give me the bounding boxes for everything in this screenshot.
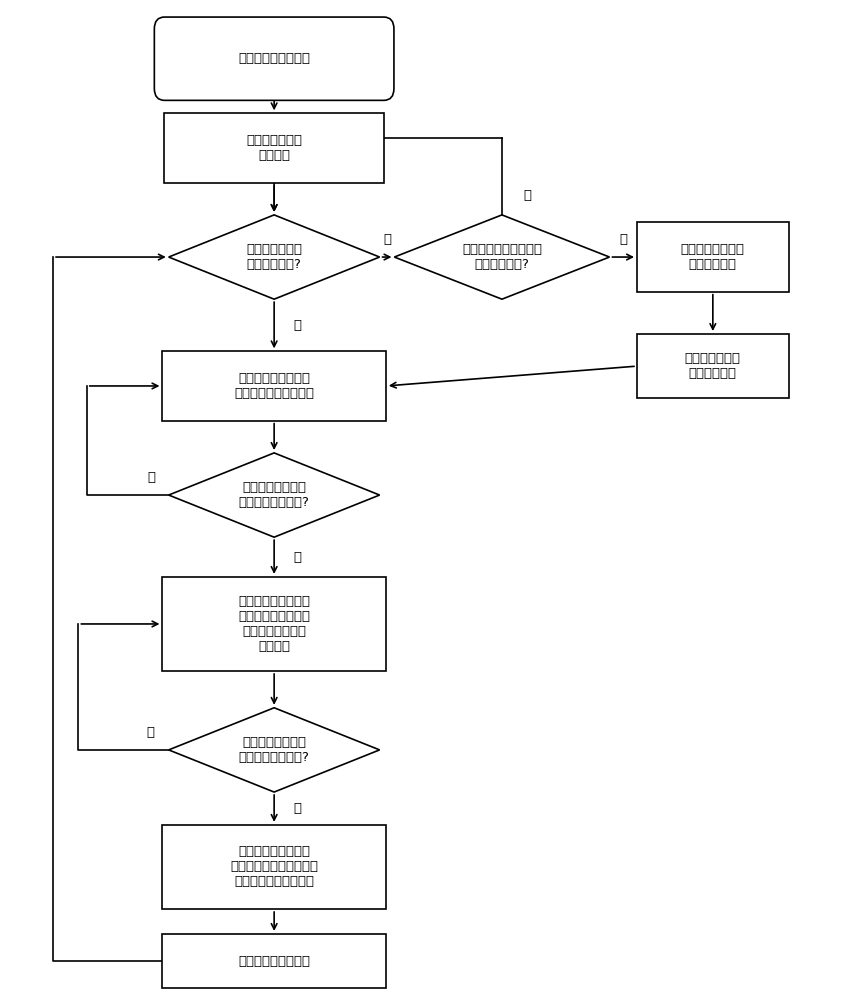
Text: 完成隧道段电机车
自动运输工作: 完成隧道段电机车 自动运输工作 (681, 243, 745, 271)
Polygon shape (169, 215, 380, 299)
Bar (164, 113, 383, 183)
Text: 推进系统油缸行程
是否达到最大限值?: 推进系统油缸行程 是否达到最大限值? (239, 736, 309, 764)
Text: 隧道段电机车自动运输
是否运输到位?: 隧道段电机车自动运输 是否运输到位? (462, 243, 542, 271)
Bar (637, 222, 789, 292)
Text: 否: 否 (383, 233, 391, 246)
Text: 推进系统油缸行程
满足推拼同步要求?: 推进系统油缸行程 满足推拼同步要求? (239, 481, 309, 509)
Polygon shape (169, 708, 380, 792)
Text: 切削排渣智控系统和
盾构推进智控系统运行: 切削排渣智控系统和 盾构推进智控系统运行 (234, 372, 314, 400)
Text: 否: 否 (147, 471, 156, 484)
Text: 是: 是 (294, 802, 302, 815)
Text: 完成车架段水平
自动运输工作: 完成车架段水平 自动运输工作 (685, 352, 741, 380)
Text: 切削排渣智控系统、
盾构推进智控系统停止、
管片智能拼装系统运行: 切削排渣智控系统、 盾构推进智控系统停止、 管片智能拼装系统运行 (230, 845, 318, 888)
FancyBboxPatch shape (154, 17, 394, 100)
Text: 否: 否 (619, 233, 627, 246)
Text: 否: 否 (147, 726, 154, 739)
Bar (163, 577, 386, 671)
Text: 是: 是 (523, 189, 532, 202)
Polygon shape (394, 215, 609, 299)
Bar (163, 825, 386, 909)
Text: 是: 是 (294, 319, 302, 332)
Bar (163, 934, 386, 988)
Polygon shape (169, 453, 380, 537)
Text: 是: 是 (294, 551, 302, 564)
Text: 盾构机辅助系统
一键启动: 盾构机辅助系统 一键启动 (246, 134, 302, 162)
Bar (637, 334, 789, 398)
Text: 当前环管片完成拼装: 当前环管片完成拼装 (239, 955, 310, 968)
Bar (163, 351, 386, 421)
Text: 切削排渣智控系统、
盾构推进智控系统、
管片智能拼装系统
同时运行: 切削排渣智控系统、 盾构推进智控系统、 管片智能拼装系统 同时运行 (239, 595, 310, 653)
Text: 盾构管片和同步
浆液是否到位?: 盾构管片和同步 浆液是否到位? (246, 243, 302, 271)
Text: 盾构全系统整备完成: 盾构全系统整备完成 (239, 52, 310, 65)
